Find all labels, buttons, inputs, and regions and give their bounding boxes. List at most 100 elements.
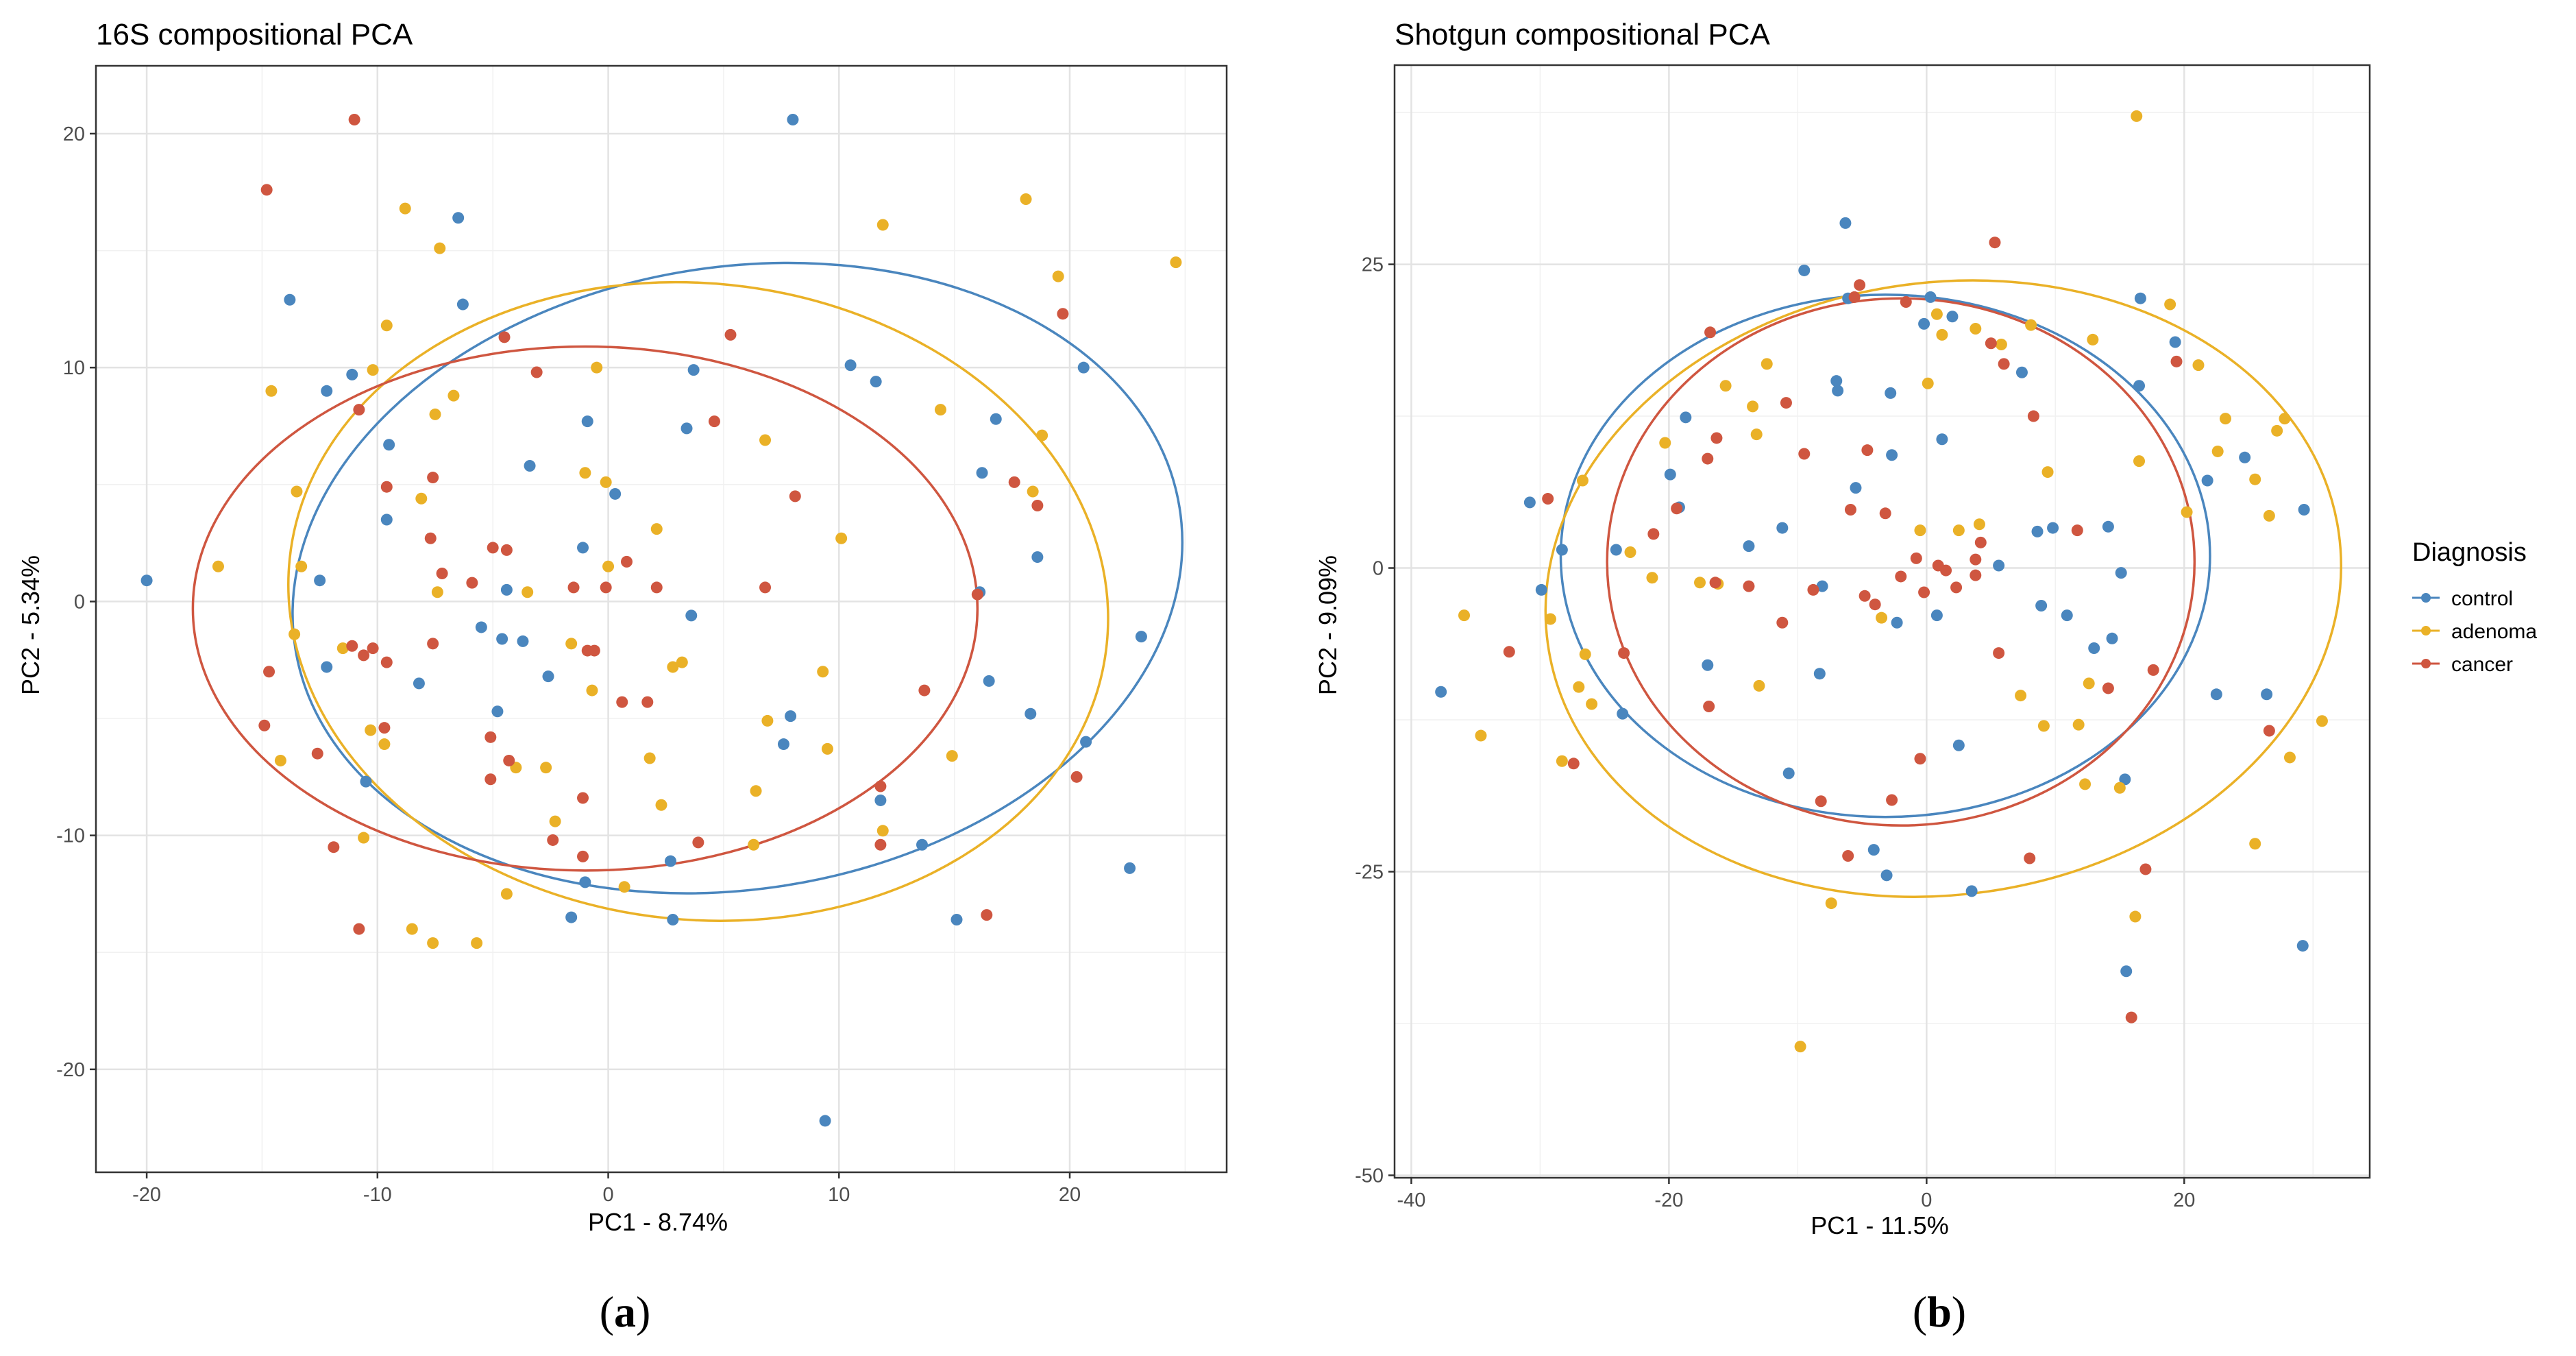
panel-b-point-cancer	[1940, 564, 1952, 577]
panel-a-point-adenoma	[934, 404, 946, 416]
panel-b-point-control	[1952, 739, 1965, 751]
panel-b-point-control	[2119, 773, 2131, 786]
panel-b-point-control	[1743, 540, 1755, 553]
panel-a-point-adenoma	[579, 467, 591, 479]
panel-b-point-adenoma	[1586, 698, 1598, 710]
panel-a-point-cancer	[436, 567, 448, 579]
panel-b-point-adenoma	[2279, 413, 2291, 425]
panel-b-point-cancer	[1844, 503, 1856, 516]
panel-a-point-cancer	[1057, 308, 1069, 320]
panel-b-point-adenoma	[2113, 782, 2126, 794]
panel-b-point-adenoma	[1624, 546, 1636, 559]
panel-a-point-control	[413, 677, 425, 690]
panel-b-point-adenoma	[2181, 506, 2193, 518]
panel-a-point-adenoma	[471, 937, 483, 949]
panel-b-title: Shotgun compositional PCA	[1395, 18, 1771, 51]
panel-a-x-tick-label: 0	[602, 1184, 613, 1206]
panel-a-series-adenoma	[212, 193, 1182, 949]
panel-b-point-adenoma	[1458, 609, 1471, 622]
panel-a-point-adenoma	[549, 815, 561, 827]
panel-b-point-control	[1832, 385, 1844, 397]
panel-a-point-cancer	[1008, 476, 1020, 488]
panel-b-point-control	[2261, 688, 2273, 701]
panel-a-point-adenoma	[447, 389, 460, 402]
panel-a-point-control	[491, 705, 504, 718]
panel-a-point-control	[777, 738, 789, 751]
panel-a-point-cancer	[487, 542, 499, 554]
panel-a-point-adenoma	[946, 750, 958, 762]
panel-a-point-cancer	[692, 836, 704, 849]
panel-a-point-adenoma	[650, 523, 663, 535]
panel-a-point-control	[579, 876, 591, 888]
legend-label-adenoma: adenoma	[2451, 620, 2537, 643]
panel-a-panel-border	[95, 64, 1228, 1174]
panel-a-point-cancer	[530, 366, 543, 378]
panel-b-point-adenoma	[2129, 910, 2142, 923]
panel-a-point-control	[524, 459, 536, 472]
panel-a-point-adenoma	[367, 364, 379, 376]
panel-b-point-cancer	[2027, 410, 2039, 422]
panel-b-ellipse-control	[1559, 293, 2211, 819]
panel-a-point-cancer	[424, 532, 437, 544]
panel-b-caption-letter: b	[1927, 1287, 1952, 1336]
panel-b-point-control	[1867, 844, 1880, 856]
panel-a-y-tick-label: -10	[56, 825, 85, 847]
panel-b-point-control	[2115, 567, 2127, 579]
panel-a-point-control	[870, 376, 882, 388]
panel-a-point-adenoma	[399, 202, 411, 215]
panel-a-point-adenoma	[600, 476, 612, 488]
panel-b-point-control	[1617, 707, 1629, 720]
panel-b-point-control	[2210, 688, 2222, 701]
panel-b-point-cancer	[2263, 725, 2275, 737]
panel-b-point-adenoma	[2133, 455, 2146, 468]
panel-a-x-tick-label: -20	[132, 1184, 161, 1206]
panel-a-point-adenoma	[591, 361, 603, 374]
panel-b-point-cancer	[2147, 664, 2159, 676]
panel-a-point-control	[577, 542, 589, 554]
panel-b-point-cancer	[1815, 795, 1827, 808]
panel-a-point-cancer	[484, 731, 497, 743]
panel-b-point-cancer	[1703, 701, 1715, 713]
panel-b-point-adenoma	[2271, 424, 2283, 437]
panel-a-point-control	[383, 439, 395, 451]
panel-a-point-adenoma	[750, 785, 762, 797]
panel-a-point-adenoma	[434, 242, 446, 254]
panel-a-point-adenoma	[676, 656, 688, 668]
panel-a-point-control	[874, 794, 887, 806]
panel-a-point-control	[983, 675, 995, 687]
panel-a-point-control	[1031, 551, 1044, 564]
panel-b-point-adenoma	[2083, 677, 2095, 690]
panel-b-point-adenoma	[2283, 751, 2296, 764]
panel-b-point-cancer	[1848, 291, 1861, 303]
panel-a-point-adenoma	[212, 560, 224, 572]
panel-b-x-axis-label: PC1 - 11.5%	[1811, 1211, 1948, 1239]
panel-a-point-cancer	[498, 331, 511, 343]
panel-a-point-cancer	[724, 328, 737, 341]
panel-a-point-adenoma	[378, 738, 391, 751]
panel-b-point-adenoma	[1973, 518, 1985, 531]
panel-b-series-control	[1435, 217, 2310, 978]
panel-a-point-cancer	[567, 581, 580, 594]
panel-a-point-cancer	[378, 722, 391, 734]
panel-a-point-control	[990, 413, 1002, 425]
panel-b-point-control	[1930, 609, 1943, 622]
panel-b-point-cancer	[2102, 682, 2114, 694]
panel-a-x-tick-label: -10	[363, 1184, 392, 1206]
panel-b-point-adenoma	[2037, 720, 2050, 732]
panel-a-point-control	[787, 113, 799, 125]
panel-a-point-adenoma	[835, 532, 848, 544]
panel-b-point-adenoma	[2072, 718, 2085, 731]
panel-b-point-cancer	[1798, 448, 1811, 460]
panel-b-point-cancer	[1704, 326, 1717, 339]
panel-b-point-adenoma	[2192, 359, 2205, 372]
panel-b-point-adenoma	[2316, 715, 2328, 727]
panel-b-point-adenoma	[1659, 437, 1671, 449]
panel-b-point-adenoma	[1544, 613, 1556, 625]
panel-a-point-adenoma	[431, 586, 443, 598]
panel-b-point-control	[1798, 264, 1811, 276]
panel-a-point-adenoma	[565, 638, 578, 650]
panel-a-point-adenoma	[643, 752, 656, 764]
panel-b-x-tick-label: -20	[1654, 1189, 1683, 1211]
panel-a: 16S compositional PCA -20 -10 0 10 20 -20 -10 0…	[16, 18, 1228, 1336]
panel-a-point-control	[685, 609, 698, 622]
